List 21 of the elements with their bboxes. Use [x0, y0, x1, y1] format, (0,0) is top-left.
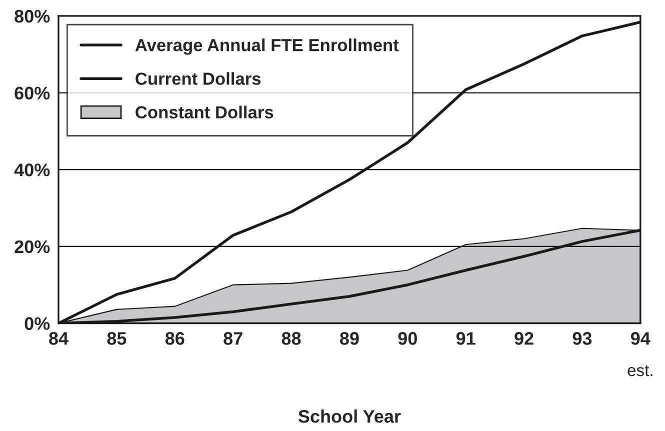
- x-tick-label: 86: [165, 332, 184, 345]
- y-tick-label: 40%: [14, 164, 50, 176]
- y-tick-label: 20%: [14, 240, 50, 254]
- legend-label: Constant Dollars: [136, 106, 274, 118]
- x-tick-label: 88: [282, 332, 301, 345]
- legend-label: Current Dollars: [136, 72, 261, 85]
- x-axis-title: School Year: [298, 410, 401, 423]
- y-tick-label: 60%: [14, 86, 50, 100]
- x-tick-label: 90: [398, 332, 417, 345]
- x-tick-label: 89: [340, 332, 359, 345]
- annotation: est.: [628, 365, 652, 376]
- x-tick-label: 91: [456, 332, 476, 345]
- x-tick-label: 94: [630, 332, 650, 345]
- x-tick-label: 85: [107, 332, 126, 345]
- x-tick-label: 87: [224, 332, 242, 345]
- y-tick-label: 80%: [14, 10, 50, 23]
- legend-label: Average Annual FTE Enrollment: [135, 38, 399, 55]
- x-tick-label: 93: [572, 332, 592, 345]
- x-tick-label: 84: [49, 332, 68, 345]
- y-tick-label: 0%: [24, 317, 50, 330]
- x-tick-label: 92: [514, 332, 534, 345]
